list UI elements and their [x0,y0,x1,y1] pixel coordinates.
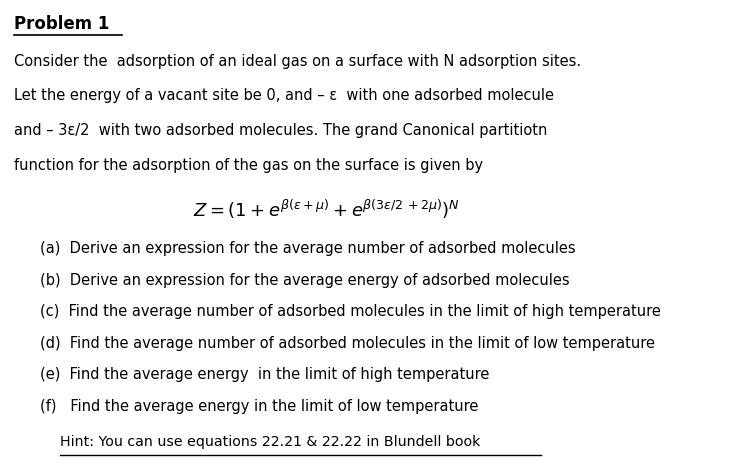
Text: (f)   Find the average energy in the limit of low temperature: (f) Find the average energy in the limit… [41,399,479,414]
Text: Hint: You can use equations 22.21 & 22.22 in Blundell book: Hint: You can use equations 22.21 & 22.2… [60,435,481,449]
Text: Let the energy of a vacant site be 0, and – ε  with one adsorbed molecule: Let the energy of a vacant site be 0, an… [15,88,554,103]
Text: (d)  Find the average number of adsorbed molecules in the limit of low temperatu: (d) Find the average number of adsorbed … [41,336,655,351]
Text: $Z = \left(1 + e^{\beta(\varepsilon+\mu)} + e^{\beta(3\varepsilon/2\,+2\mu)}\rig: $Z = \left(1 + e^{\beta(\varepsilon+\mu)… [193,198,460,221]
Text: (a)  Derive an expression for the average number of adsorbed molecules: (a) Derive an expression for the average… [41,241,576,256]
Text: function for the adsorption of the gas on the surface is given by: function for the adsorption of the gas o… [15,158,483,173]
Text: Problem 1: Problem 1 [15,15,110,33]
Text: (e)  Find the average energy  in the limit of high temperature: (e) Find the average energy in the limit… [41,368,490,382]
Text: and – 3ε/2  with two adsorbed molecules. The grand Canonical partitiotn: and – 3ε/2 with two adsorbed molecules. … [15,123,548,138]
Text: (b)  Derive an expression for the average energy of adsorbed molecules: (b) Derive an expression for the average… [41,273,570,288]
Text: Consider the  adsorption of an ideal gas on a surface with N adsorption sites.: Consider the adsorption of an ideal gas … [15,54,581,69]
Text: (c)  Find the average number of adsorbed molecules in the limit of high temperat: (c) Find the average number of adsorbed … [41,304,661,319]
